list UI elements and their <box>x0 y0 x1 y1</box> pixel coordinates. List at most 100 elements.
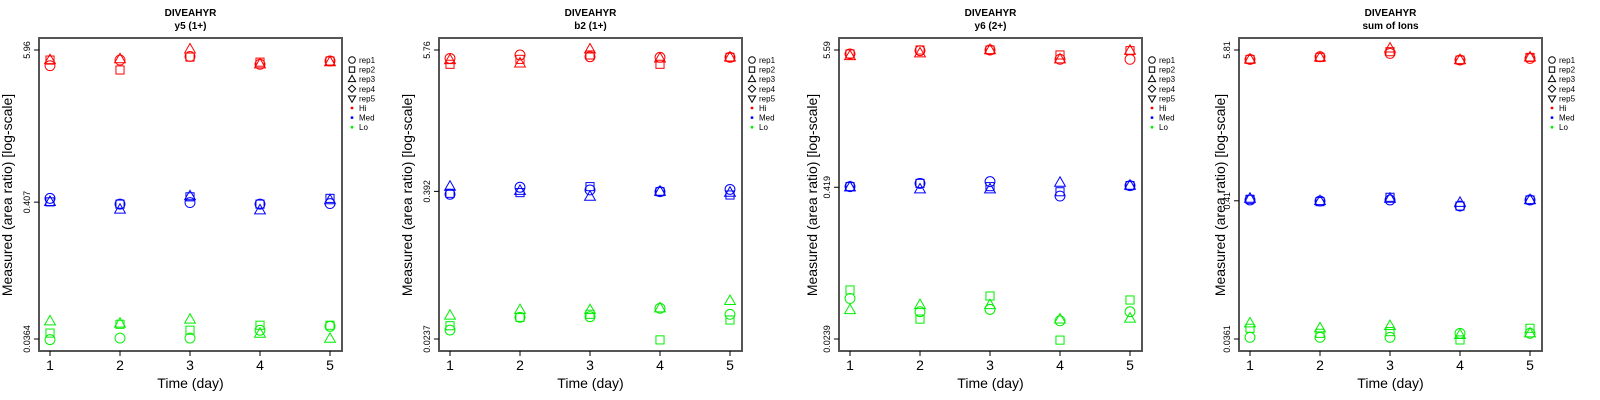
point-hi-rep3-day5 <box>1123 43 1137 55</box>
legend-med-dot-icon <box>350 116 354 119</box>
legend-rep3-icon <box>347 74 357 83</box>
point-lo-rep1-day5 <box>724 308 736 320</box>
point-med-rep1-day5 <box>724 183 736 195</box>
point-lo-rep3-day5 <box>1123 311 1137 323</box>
point-lo-rep3-day5 <box>1523 326 1537 338</box>
x-tick-label: 2 <box>516 357 524 373</box>
point-lo-rep2-day2 <box>915 314 925 324</box>
point-hi-rep2-day3 <box>585 50 595 60</box>
legend-rep3: rep3 <box>1159 75 1176 84</box>
y-tick-label: 5.76 <box>422 41 432 59</box>
point-med-rep3-day2 <box>513 183 527 195</box>
point-hi-rep3-day2 <box>513 56 527 68</box>
legend-rep3-icon <box>747 74 757 83</box>
point-med-rep3-day3 <box>983 182 997 194</box>
point-lo-rep2-day3 <box>185 325 195 335</box>
legend-rep5-icon <box>347 95 357 104</box>
series-lo-rep2 <box>845 285 1135 345</box>
legend-rep4-icon <box>747 84 757 94</box>
point-lo-rep2-day2 <box>515 312 525 322</box>
y-tick-label: 0.392 <box>422 180 432 203</box>
point-lo-rep1-day1 <box>44 334 56 346</box>
x-tick-label: 1 <box>46 357 54 373</box>
point-lo-rep3-day3 <box>983 298 997 310</box>
legend-med-dot-icon <box>750 116 754 119</box>
point-hi-rep3-day3 <box>1383 41 1397 53</box>
legend-hi-dot-icon <box>1550 106 1554 110</box>
point-lo-rep2-day5 <box>725 315 735 325</box>
point-hi-rep3-day3 <box>183 42 197 54</box>
series-lo-rep3 <box>843 298 1137 324</box>
series-med-rep2 <box>1245 192 1535 211</box>
series-med-rep3 <box>843 175 1137 194</box>
series-hi-rep1 <box>844 44 1136 65</box>
y-tick-label: 0.0237 <box>422 325 432 353</box>
series-med-rep2 <box>45 192 335 209</box>
legend-rep2-icon <box>348 66 356 73</box>
x-tick-label: 5 <box>1126 357 1134 373</box>
point-med-rep1-day1 <box>44 192 56 204</box>
point-med-rep3-day4 <box>653 184 667 196</box>
y-axis-label: Measured (area ratio) [log-scale] <box>399 94 415 296</box>
series-hi-rep3 <box>843 43 1137 64</box>
legend-rep2-icon <box>1148 66 1156 73</box>
point-hi-rep1-day1 <box>844 48 856 60</box>
panel-3: DIVEAHYR y6 (2+) 0.0239 0.419 5.59 1 2 3 4 5 Time … <box>804 8 1176 391</box>
chart-title: DIVEAHYR <box>1365 8 1417 19</box>
point-lo-rep2-day4 <box>1055 335 1065 345</box>
series-hi-rep2 <box>845 45 1135 60</box>
legend-lo-dot-icon <box>1150 125 1154 129</box>
panel-2: DIVEAHYR b2 (1+) 0.0237 0.392 5.76 1 2 3 4 5 Time … <box>399 8 776 391</box>
point-lo-rep3-day3 <box>1383 319 1397 331</box>
point-med-rep3-day1 <box>843 180 857 192</box>
legend-rep5-icon <box>747 95 757 104</box>
point-med-rep1-day3 <box>1384 194 1396 206</box>
series-med-rep1 <box>444 181 736 200</box>
series-med-rep1 <box>844 176 1136 202</box>
point-hi-rep1-day2 <box>514 49 526 61</box>
point-med-rep3-day5 <box>1523 193 1537 205</box>
legend-med: Med <box>1559 114 1575 123</box>
point-med-rep3-day5 <box>723 185 737 197</box>
point-med-rep3-day4 <box>1453 195 1467 207</box>
y-tick-label: 5.81 <box>1222 41 1232 59</box>
point-lo-rep3-day2 <box>913 298 927 310</box>
point-lo-rep1-day2 <box>914 306 926 318</box>
legend-rep5: rep5 <box>359 94 376 103</box>
point-med-rep3-day3 <box>1383 191 1397 203</box>
point-med-rep2-day3 <box>585 182 595 192</box>
point-med-rep3-day2 <box>913 182 927 194</box>
series-med-rep3 <box>443 179 737 201</box>
x-tick-label: 2 <box>1316 357 1324 373</box>
point-med-rep3-day2 <box>113 202 127 214</box>
series-med-rep1 <box>1244 194 1536 212</box>
point-lo-rep3-day1 <box>843 303 857 315</box>
point-lo-rep1-day5 <box>324 320 336 332</box>
point-hi-rep1-day1 <box>44 60 56 72</box>
x-tick-label: 1 <box>846 357 854 373</box>
point-med-rep2-day5 <box>725 190 735 200</box>
point-lo-rep1-day3 <box>584 311 596 323</box>
y-axis-label: Measured (area ratio) [log-scale] <box>1212 94 1228 296</box>
y-tick-label: 0.0239 <box>822 325 832 353</box>
series-hi-rep1 <box>444 49 736 64</box>
point-lo-rep2-day5 <box>1125 295 1135 305</box>
legend-lo-dot-icon <box>350 125 354 129</box>
point-hi-rep3-day3 <box>983 43 997 55</box>
y-axis-label: Measured (area ratio) [log-scale] <box>0 94 15 296</box>
legend-lo-dot-icon <box>1550 125 1554 129</box>
point-lo-rep3-day4 <box>1453 328 1467 339</box>
legend-rep5: rep5 <box>1159 94 1176 103</box>
point-med-rep2-day1 <box>445 188 455 198</box>
legend-rep4-icon <box>1547 84 1557 94</box>
legend-rep2-icon <box>748 66 756 73</box>
legend-hi-dot-icon <box>350 106 354 110</box>
legend-rep5: rep5 <box>1559 94 1576 103</box>
point-hi-rep1-day3 <box>1384 47 1396 59</box>
point-hi-rep1-day3 <box>584 51 596 63</box>
point-lo-rep3-day1 <box>1243 316 1257 328</box>
chart-subtitle: b2 (1+) <box>574 21 607 32</box>
point-lo-rep2-day4 <box>655 335 665 345</box>
legend-lo: Lo <box>759 123 768 132</box>
legend-rep4: rep4 <box>1559 85 1576 94</box>
